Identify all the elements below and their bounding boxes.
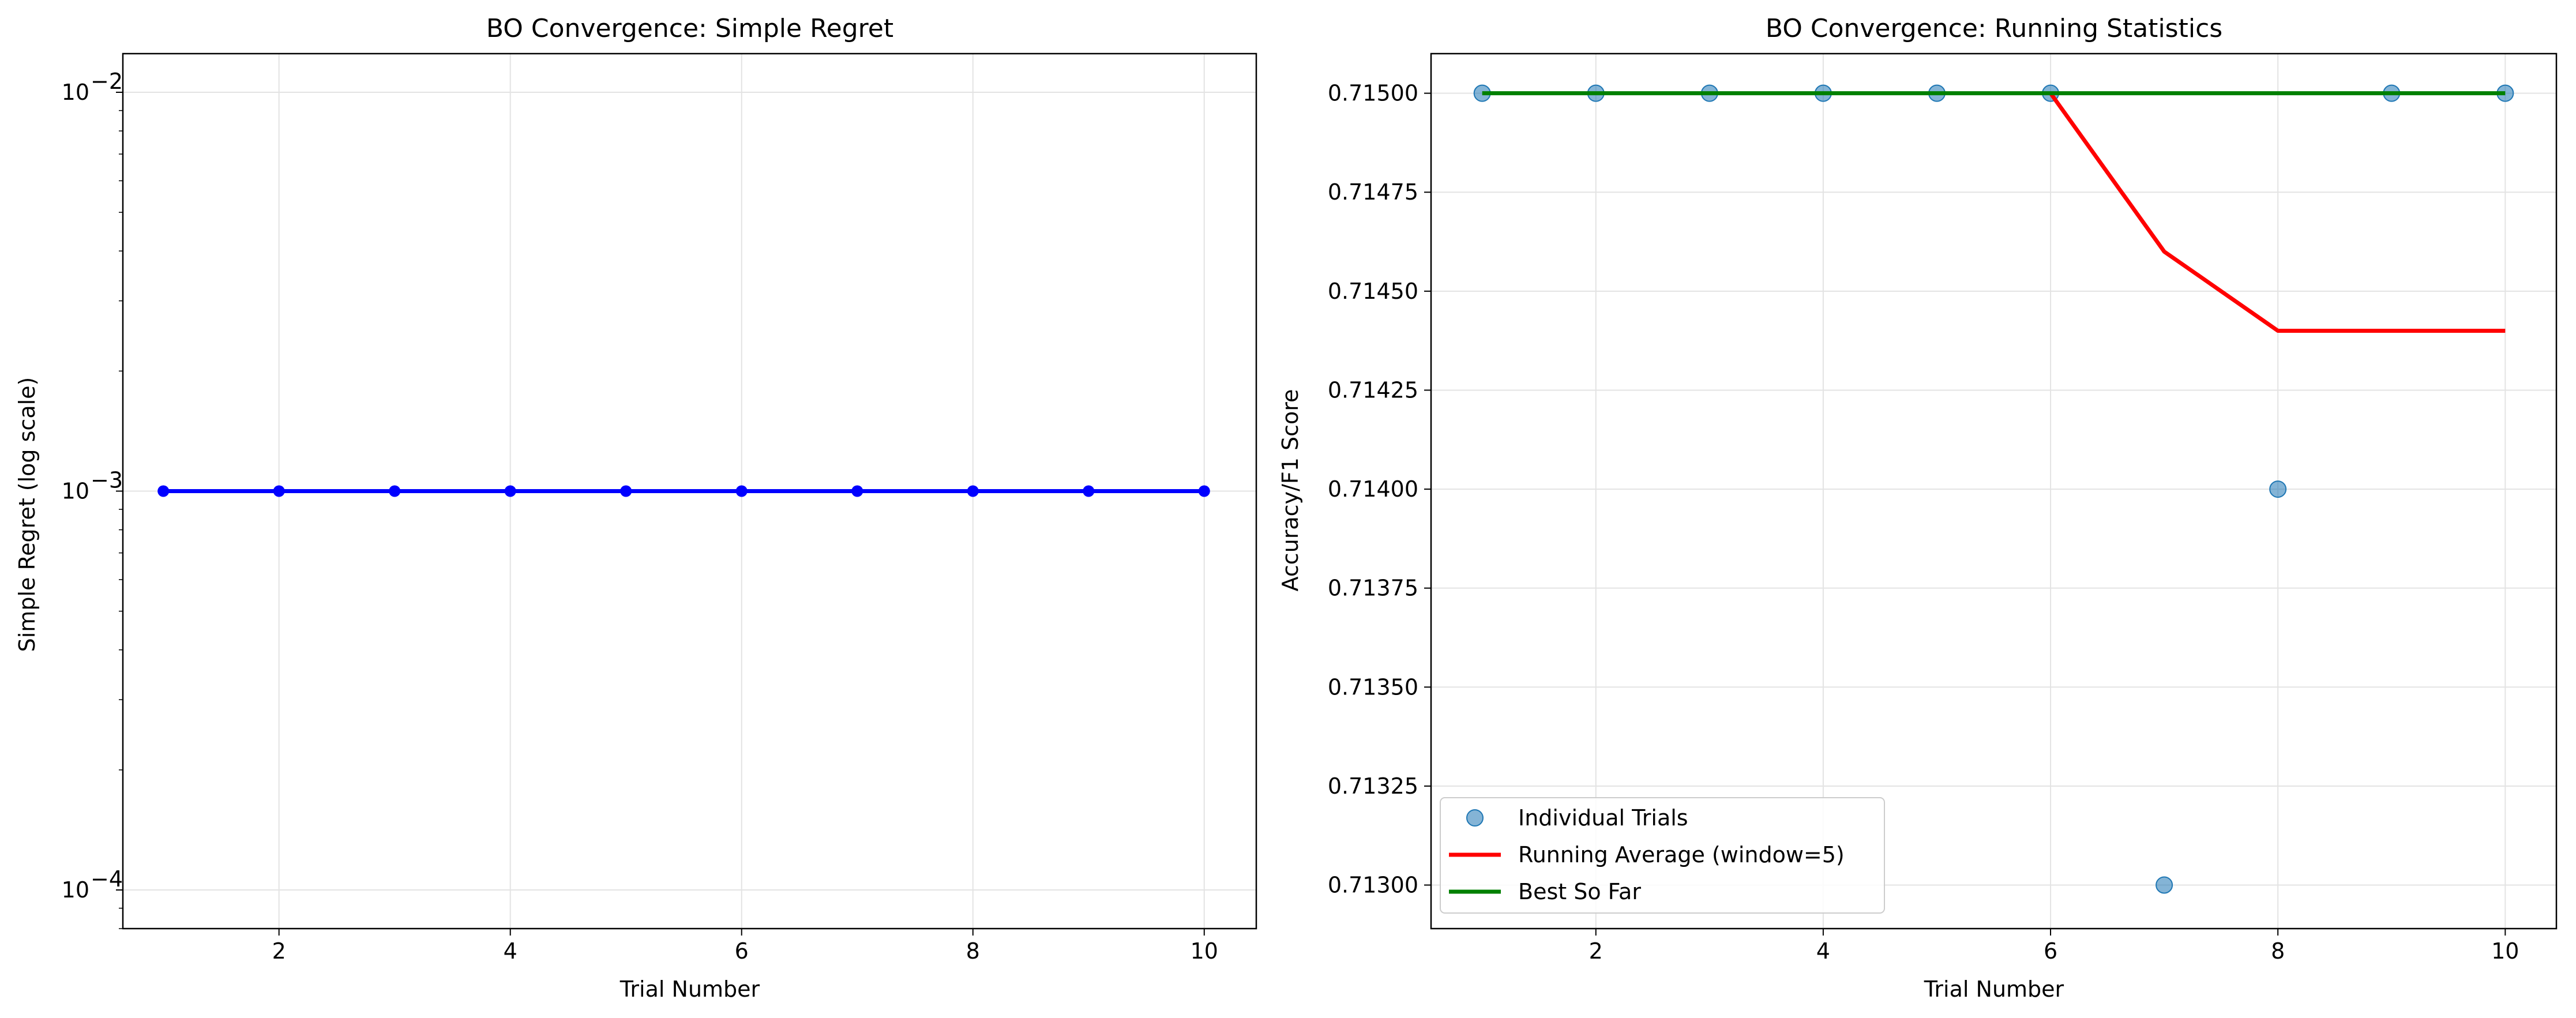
- x-axis-label: Trial Number: [1924, 976, 2064, 1002]
- data-point-simple-regret: [273, 485, 285, 497]
- y-tick-label-base: 10: [62, 479, 89, 504]
- x-tick-label: 8: [966, 938, 980, 964]
- y-tick-label: 0.71375: [1328, 576, 1418, 601]
- legend-label-running-average: Running Average (window=5): [1518, 842, 1845, 867]
- legend-label-best-so-far: Best So Far: [1518, 879, 1641, 904]
- data-point-simple-regret: [851, 485, 863, 497]
- legend-box: [1440, 797, 1885, 914]
- x-tick-label: 4: [1816, 938, 1830, 964]
- data-point-simple-regret: [157, 485, 170, 497]
- y-tick-label-base: 10: [62, 80, 89, 105]
- data-series: [1473, 84, 2514, 894]
- data-point-simple-regret: [967, 485, 979, 497]
- plot-frame: [1430, 52, 2558, 930]
- running-statistics-panel: BO Convergence: Running Statistics Trial…: [1278, 14, 2558, 1002]
- data-point-simple-regret: [620, 485, 632, 497]
- plot-frame: [122, 52, 1257, 930]
- legend-marker-individual-trials: [1466, 809, 1484, 827]
- x-tick-label: 10: [1191, 938, 1218, 964]
- y-tick-label: 0.71400: [1328, 476, 1418, 502]
- y-tick-label: 0.71350: [1328, 674, 1418, 700]
- legend-label-individual-trials: Individual Trials: [1518, 805, 1688, 831]
- y-tick-label: 0.71450: [1328, 279, 1418, 304]
- x-tick-label: 2: [272, 938, 286, 964]
- y-tick-label-exponent: −3: [91, 468, 123, 493]
- data-point-individual-trial: [2156, 876, 2173, 894]
- y-tick-label: 0.71300: [1328, 872, 1418, 897]
- x-tick-label: 10: [2491, 938, 2519, 964]
- data-point-simple-regret: [1083, 485, 1095, 497]
- data-point-simple-regret: [1198, 485, 1210, 497]
- y-tick-label: 0.71425: [1328, 377, 1418, 403]
- chart-title: BO Convergence: Simple Regret: [486, 14, 893, 43]
- ticks: 2 4 6 8 10 0.71300 0.71325 0.71350 0.71375 0.7140…: [1328, 81, 2519, 964]
- y-tick-label: 0.71325: [1328, 773, 1418, 799]
- data-point-simple-regret: [735, 485, 748, 497]
- y-tick-label-base: 10: [62, 877, 89, 903]
- x-axis-label: Trial Number: [619, 976, 760, 1002]
- y-axis-label: Accuracy/F1 Score: [1278, 389, 1303, 592]
- data-series: [157, 485, 1210, 497]
- y-tick-label-exponent: −4: [91, 866, 123, 892]
- y-tick-label: 0.71475: [1328, 179, 1418, 205]
- data-point-individual-trial: [2269, 480, 2287, 498]
- x-tick-label: 4: [504, 938, 517, 964]
- running-average-line: [2049, 92, 2506, 333]
- x-tick-label: 8: [2271, 938, 2285, 964]
- legend: Individual Trials Running Average (windo…: [1440, 797, 1885, 914]
- simple-regret-panel: BO Convergence: Simple Regret Trial Numb…: [14, 14, 1257, 1002]
- chart-title: BO Convergence: Running Statistics: [1766, 14, 2222, 43]
- x-tick-label: 6: [735, 938, 749, 964]
- data-point-simple-regret: [504, 485, 516, 497]
- x-tick-label: 2: [1589, 938, 1603, 964]
- y-axis-label: Simple Regret (log scale): [14, 377, 40, 652]
- x-tick-label: 6: [2044, 938, 2057, 964]
- y-tick-label-exponent: −2: [91, 69, 123, 94]
- data-point-simple-regret: [389, 485, 401, 497]
- y-tick-label: 0.71500: [1328, 81, 1418, 106]
